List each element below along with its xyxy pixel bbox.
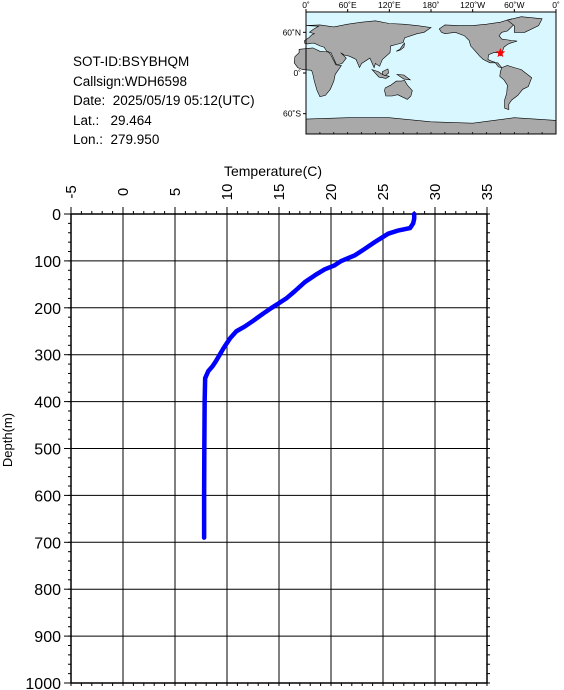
y-tick-label: 500 — [34, 442, 61, 459]
station-info: SOT-ID:BSYBHQM Callsign:WDH6598 Date: 20… — [73, 52, 255, 150]
x-tick-label: 15 — [271, 184, 288, 201]
map-lon-label: 120˚E — [378, 0, 401, 10]
y-tick-label: 400 — [34, 395, 61, 412]
map-land — [384, 80, 413, 100]
map-land — [371, 68, 391, 79]
x-tick-label: -5 — [63, 185, 80, 198]
map-land — [382, 68, 389, 77]
latitude: Lat.: 29.464 — [73, 112, 152, 128]
map-lat-label: 60˚S — [283, 109, 301, 119]
map-land — [506, 16, 543, 33]
y-tick-label: 900 — [34, 629, 61, 646]
y-tick-label: 1000 — [25, 676, 61, 690]
y-tick-label: 300 — [34, 348, 61, 365]
map-lat-label: 60˚N — [283, 27, 301, 37]
y-tick-label: 800 — [34, 582, 61, 599]
temperature-profile-line — [201, 211, 417, 540]
x-tick-label: 10 — [219, 184, 236, 201]
longitude: Lon.: 279.950 — [73, 132, 160, 147]
x-tick-label: 5 — [167, 188, 184, 196]
map-land — [304, 20, 432, 69]
y-tick-label: 200 — [34, 301, 61, 318]
map-lon-label: 60˚E — [339, 0, 357, 10]
map-lon-label: 120˚W — [460, 0, 485, 10]
x-tick-label: 0 — [115, 188, 132, 196]
location-map: 0˚ 60˚E 120˚E 180˚ 120˚W 60˚W 0˚ 60˚N 0˚ 60˚S — [283, 0, 560, 135]
callsign: Callsign:WDH6598 — [73, 73, 188, 89]
map-land — [499, 65, 533, 111]
location-marker-icon — [495, 48, 506, 58]
plot-frame — [70, 213, 488, 684]
map-land — [396, 42, 406, 52]
map-lat-label: 0˚ — [293, 68, 301, 78]
map-land — [395, 74, 412, 81]
x-tick-label: 25 — [375, 184, 392, 201]
x-axis-label: Temperature(C) — [224, 163, 322, 179]
y-axis-label: Depth(m) — [0, 413, 15, 467]
map-lon-label: 180˚ — [422, 0, 439, 10]
map-lon-label: 0˚ — [552, 0, 560, 10]
y-tick-label: 700 — [34, 535, 61, 552]
date: Date: 2025/05/19 05:12(UTC) — [73, 93, 255, 108]
map-lon-label: 60˚W — [504, 0, 524, 10]
x-tick-label: 20 — [323, 184, 340, 201]
map-lon-label: 0˚ — [302, 0, 310, 10]
x-tick-label: 30 — [427, 184, 444, 201]
y-tick-label: 0 — [52, 207, 61, 224]
x-tick-label: 35 — [479, 184, 496, 201]
sot-id: SOT-ID:BSYBHQM — [73, 54, 190, 69]
y-tick-label: 600 — [34, 488, 61, 505]
y-tick-label: 100 — [34, 254, 61, 271]
